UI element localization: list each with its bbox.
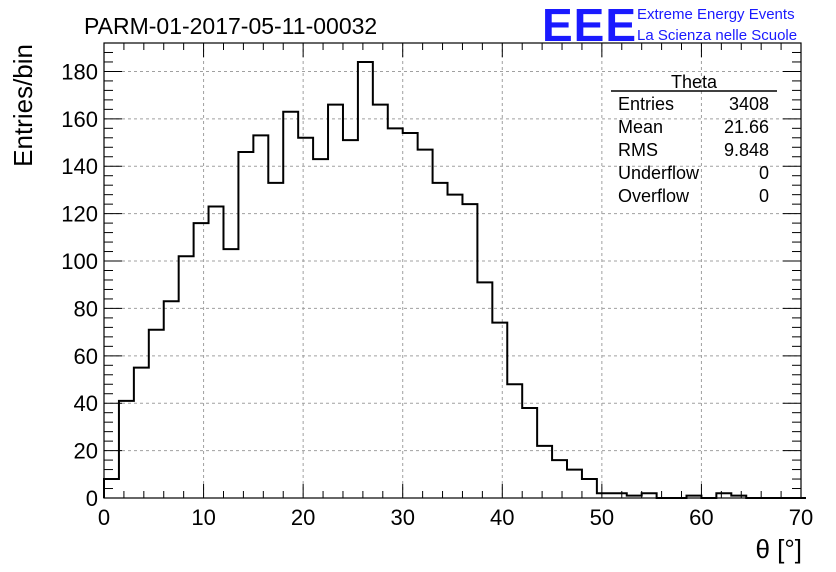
tick-labels: 0 10 20 30 40 50 60 70 0 20 40 60 80 100 120 140 160 180: [61, 59, 813, 530]
stats-row-label: Underflow: [618, 163, 700, 183]
y-tick-label: 20: [74, 439, 98, 464]
grid: [104, 43, 801, 498]
histogram-bin: [492, 323, 507, 498]
histogram-bin: [612, 493, 627, 498]
histogram-bin: [597, 493, 612, 498]
histogram-bin: [343, 140, 358, 498]
y-tick-label: 180: [61, 59, 98, 84]
histogram-bin: [477, 282, 492, 498]
x-tick-label: 50: [590, 505, 614, 530]
y-tick-label: 0: [86, 486, 98, 511]
histogram-bin: [119, 401, 134, 498]
y-tick-label: 100: [61, 249, 98, 274]
y-tick-label: 160: [61, 107, 98, 132]
y-tick-label: 140: [61, 154, 98, 179]
y-tick-label: 40: [74, 391, 98, 416]
histogram-bin: [104, 479, 119, 498]
logo-line-1: Extreme Energy Events: [637, 6, 795, 23]
histogram-bin: [642, 493, 657, 498]
stats-row-label: Entries: [618, 94, 674, 114]
histogram-bin: [388, 128, 403, 498]
plot-frame: [103, 42, 802, 499]
histogram-bin: [462, 204, 477, 498]
x-tick-label: 20: [291, 505, 315, 530]
histogram-bin: [716, 493, 731, 498]
x-tick-label: 60: [689, 505, 713, 530]
histogram-bin: [448, 195, 463, 498]
histogram-bin: [552, 460, 567, 498]
histogram-bin: [567, 470, 582, 498]
histogram-bin: [238, 152, 253, 498]
histogram-bin: [298, 138, 313, 498]
x-axis-label: θ [°]: [755, 534, 802, 564]
histogram-bin: [209, 207, 224, 498]
stats-row-value: 3408: [729, 94, 769, 114]
stats-row-label: Overflow: [618, 186, 690, 206]
x-tick-label: 0: [98, 505, 110, 530]
histogram-bin: [164, 301, 179, 498]
stats-row-value: 0: [759, 163, 769, 183]
histogram-bin: [134, 368, 149, 498]
stats-row-label: Mean: [618, 117, 663, 137]
y-tick-label: 60: [74, 344, 98, 369]
histogram-bin: [328, 105, 343, 498]
x-tick-label: 10: [191, 505, 215, 530]
stats-row-value: 9.848: [724, 140, 769, 160]
eee-logo: EEE Extreme Energy Events La Scienza nel…: [542, 0, 797, 51]
histogram-bin: [358, 62, 373, 498]
histogram-bin: [179, 256, 194, 498]
stats-row-value: 0: [759, 186, 769, 206]
histogram-bin: [194, 223, 209, 498]
histogram-bin: [283, 112, 298, 498]
histogram-bin: [149, 330, 164, 498]
histogram-bin: [403, 133, 418, 498]
axis-ticks: [103, 42, 802, 499]
histogram-bin: [507, 384, 522, 498]
histogram-bin: [313, 159, 328, 498]
stats-row-value: 21.66: [724, 117, 769, 137]
histogram-bin: [433, 183, 448, 498]
histogram-bin: [537, 446, 552, 498]
stats-box: Theta Entries 3408 Mean 21.66 RMS 9.848 Underf…: [611, 72, 777, 206]
histogram-bin: [373, 105, 388, 498]
x-tick-label: 30: [390, 505, 414, 530]
histogram-bin: [253, 135, 268, 498]
y-tick-label: 120: [61, 202, 98, 227]
logo-line-2: La Scienza nelle Scuole: [637, 27, 797, 44]
stats-rows: Entries 3408 Mean 21.66 RMS 9.848 Underflow 0 Ov…: [618, 94, 769, 206]
x-tick-label: 40: [490, 505, 514, 530]
stats-row-label: RMS: [618, 140, 658, 160]
chart-title: PARM-01-2017-05-11-00032: [84, 13, 377, 39]
histogram-bin: [268, 183, 283, 498]
y-tick-label: 80: [74, 296, 98, 321]
histogram-bin: [418, 150, 433, 498]
stats-title: Theta: [671, 72, 718, 92]
x-tick-label: 70: [789, 505, 813, 530]
y-axis-label: Entries/bin: [8, 44, 38, 167]
histogram-bin: [223, 249, 238, 498]
histogram-bin: [582, 479, 597, 498]
histogram-bin: [522, 408, 537, 498]
